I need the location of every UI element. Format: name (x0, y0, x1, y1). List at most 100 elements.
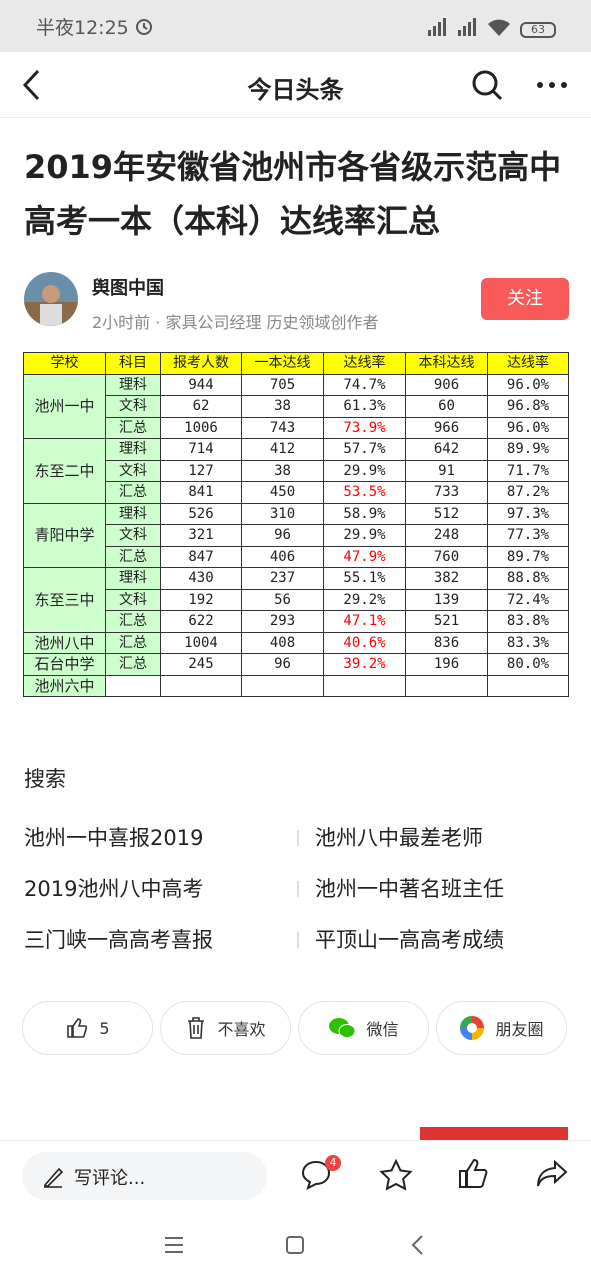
dislike-button[interactable]: 不喜欢 (160, 1001, 291, 1055)
value-cell: 73.9% (323, 416, 406, 439)
back-key[interactable] (410, 1234, 426, 1256)
school-cell: 池州六中 (23, 674, 106, 697)
share-icon[interactable] (535, 1159, 569, 1189)
table-row: 汇总 841 450 53.5% 733 87.2% (24, 481, 569, 504)
value-cell: 906 (405, 373, 488, 396)
subject-cell: 汇总 (105, 631, 161, 654)
value-cell: 56 (241, 588, 324, 611)
value-cell: 310 (241, 502, 324, 525)
wechat-button[interactable]: 微信 (298, 1001, 429, 1055)
value-cell: 60 (405, 395, 488, 418)
menu-key[interactable] (164, 1236, 184, 1254)
table-row: 文科 192 56 29.2% 139 72.4% (24, 588, 569, 611)
data-table: 学校 科目 报考人数 一本达线 达线率 本科达线 达线率 池州一中 理科 944 705 74.7% 9… (23, 352, 569, 697)
subject-cell: 理科 (105, 373, 161, 396)
value-cell: 714 (160, 438, 242, 461)
alarm-icon (136, 19, 152, 35)
like-icon (67, 1018, 88, 1038)
favorite-icon[interactable] (379, 1159, 413, 1191)
search-suggestion[interactable]: 池州一中著名班主任 (315, 877, 504, 901)
search-button[interactable] (470, 68, 504, 102)
table-row: 东至二中 理科 714 412 57.7% 642 89.9% (23, 438, 569, 504)
value-cell: 847 (160, 545, 242, 568)
article-title: 2019年安徽省池州市各省级示范高中高考一本（本科）达线率汇总 (24, 148, 562, 240)
author-avatar[interactable] (24, 272, 78, 326)
value-cell: 88.8% (487, 567, 569, 590)
table-row: 汇总 622 293 47.1% 521 83.8% (24, 610, 569, 633)
comment-input[interactable]: 写评论... (22, 1152, 267, 1200)
search-suggestion[interactable]: 池州八中最差老师 (315, 826, 483, 850)
header-cell: 报考人数 (160, 352, 242, 375)
subject-cell: 理科 (105, 502, 161, 525)
table-row: 文科 62 38 61.3% 60 96.8% (24, 395, 569, 418)
subject-cell: 文科 (105, 588, 161, 611)
value-cell: 245 (160, 653, 242, 676)
value-cell: 139 (405, 588, 488, 611)
search-suggestion[interactable]: 三门峡一高高考喜报 (24, 928, 213, 952)
subject-cell: 汇总 (105, 545, 161, 568)
value-cell: 743 (241, 416, 324, 439)
wechat-icon (329, 1018, 356, 1038)
like-bottom-icon[interactable] (457, 1157, 491, 1191)
subject-cell: 理科 (105, 567, 161, 590)
follow-button[interactable]: 关注 (481, 278, 569, 320)
value-cell: 96.0% (487, 373, 569, 396)
value-cell: 62 (160, 395, 242, 418)
value-cell: 841 (160, 481, 242, 504)
school-cell: 池州八中 (23, 631, 106, 654)
value-cell: 80.0% (487, 653, 569, 676)
app-title: 今日头条 (247, 76, 344, 104)
like-count: 5 (99, 1018, 110, 1038)
battery: 63 (520, 22, 556, 38)
value-cell: 406 (241, 545, 324, 568)
home-key[interactable] (285, 1235, 305, 1255)
value-cell: 39.2% (323, 653, 406, 676)
search-heading: 搜索 (24, 767, 66, 791)
table-row: 汇总 1006 743 73.9% 966 96.0% (24, 416, 569, 439)
subject-cell: 汇总 (105, 481, 161, 504)
school-cell: 石台中学 (23, 653, 106, 676)
wechat-label: 微信 (366, 1020, 399, 1039)
value-cell: 47.9% (323, 545, 406, 568)
author-name[interactable]: 舆图中国 (92, 278, 164, 299)
search-suggestion[interactable]: 2019池州八中高考 (24, 877, 204, 901)
value-cell: 29.9% (323, 524, 406, 547)
school-cell: 东至二中 (23, 438, 106, 504)
value-cell: 192 (160, 588, 242, 611)
empty-cell (323, 674, 406, 697)
value-cell: 127 (160, 459, 242, 482)
value-cell: 293 (241, 610, 324, 633)
header-cell: 本科达线 (405, 352, 488, 375)
moments-label: 朋友圈 (495, 1020, 544, 1039)
subject-cell: 文科 (105, 395, 161, 418)
table-row: 池州六中 (23, 674, 569, 697)
table-row: 文科 321 96 29.9% 248 77.3% (24, 524, 569, 547)
comment-placeholder: 写评论... (74, 1168, 146, 1189)
search-suggestion[interactable]: 平顶山一高高考成绩 (315, 928, 504, 952)
moments-button[interactable]: 朋友圈 (436, 1001, 567, 1055)
back-button[interactable] (20, 68, 44, 102)
value-cell: 29.9% (323, 459, 406, 482)
value-cell: 521 (405, 610, 488, 633)
school-cell: 青阳中学 (23, 502, 106, 568)
value-cell: 97.3% (487, 502, 569, 525)
value-cell: 38 (241, 459, 324, 482)
value-cell: 57.7% (323, 438, 406, 461)
dislike-icon (188, 1017, 205, 1039)
value-cell: 1004 (160, 631, 242, 654)
subject-cell: 文科 (105, 459, 161, 482)
value-cell: 944 (160, 373, 242, 396)
search-suggestion[interactable]: 池州一中喜报2019 (24, 826, 204, 850)
like-button[interactable]: 5 (22, 1001, 153, 1055)
value-cell: 53.5% (323, 481, 406, 504)
more-button[interactable] (536, 80, 570, 90)
value-cell: 58.9% (323, 502, 406, 525)
value-cell: 96.0% (487, 416, 569, 439)
value-cell: 74.7% (323, 373, 406, 396)
value-cell: 83.8% (487, 610, 569, 633)
value-cell: 96.8% (487, 395, 569, 418)
empty-cell (487, 674, 569, 697)
value-cell: 430 (160, 567, 242, 590)
empty-cell (405, 674, 488, 697)
value-cell: 248 (405, 524, 488, 547)
